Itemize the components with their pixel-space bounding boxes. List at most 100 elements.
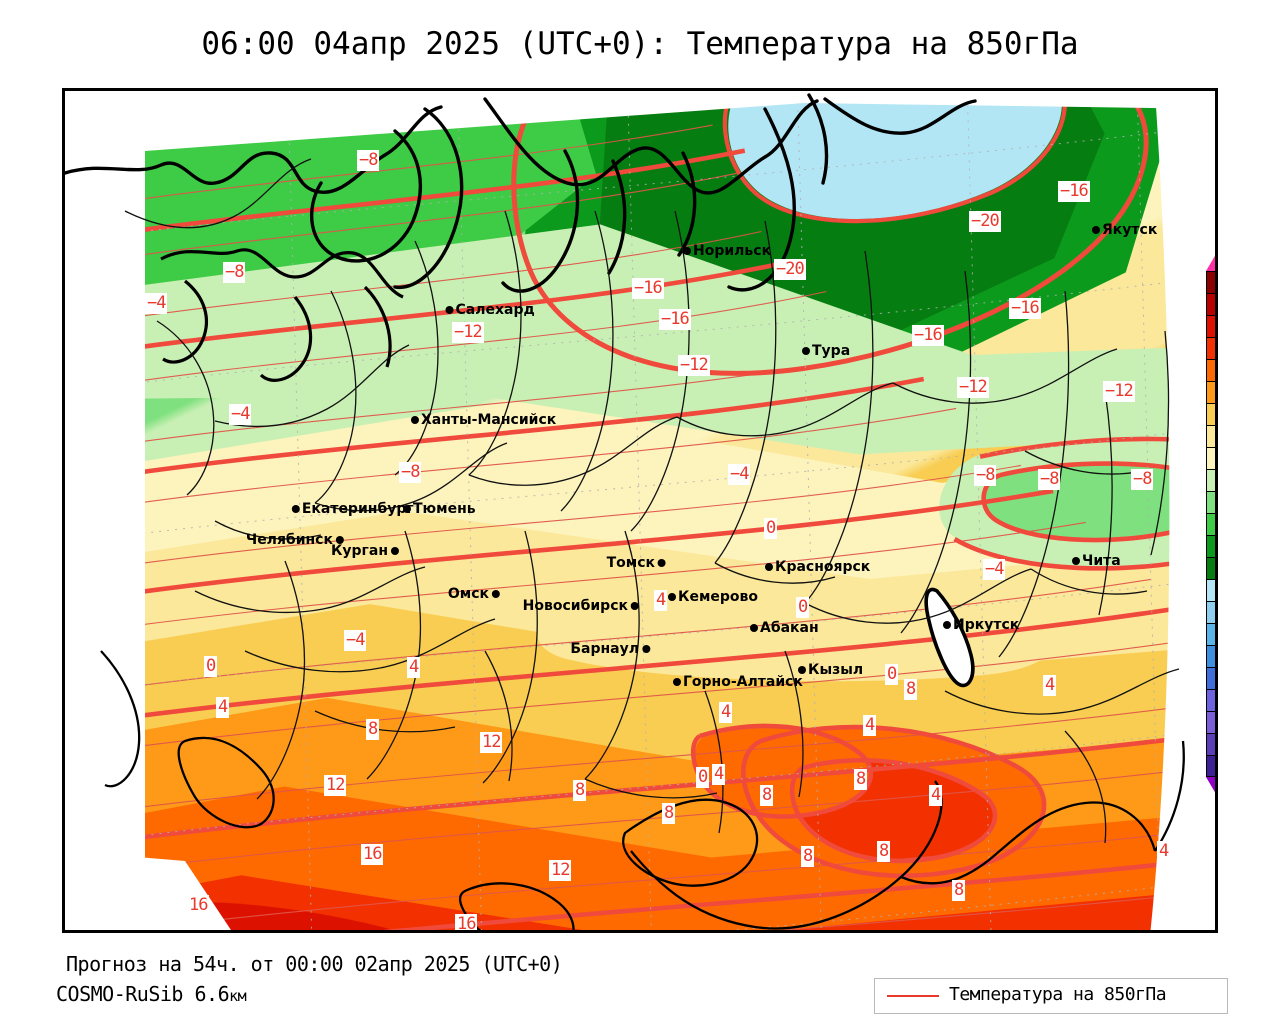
contour-label: 8 <box>952 880 966 901</box>
city-marker: Иркутск <box>943 617 1019 633</box>
colorbar-swatch <box>1206 359 1215 381</box>
contour-label: 4 <box>407 657 421 678</box>
contour-label: 8 <box>854 769 868 790</box>
city-label: Курган <box>330 543 388 559</box>
city-dot-icon <box>631 602 639 610</box>
map-canvas: −8 −16 −20 −8 −20 −16 −12 −16 −16 −16 −4 −12 −12 −12 −… <box>65 91 1215 930</box>
contour-label: −12 <box>678 355 710 376</box>
city-marker: Салехард <box>445 302 535 318</box>
map-frame: −8 −16 −20 −8 −20 −16 −12 −16 −16 −16 −4 −12 −12 −12 −… <box>62 88 1218 933</box>
contour-label: 8 <box>801 846 815 867</box>
city-label: Барнаул <box>570 641 639 657</box>
contour-label: 16 <box>455 914 478 930</box>
contour-label: 4 <box>216 697 230 718</box>
contour-label: 16 <box>361 844 384 865</box>
contour-label: 0 <box>796 597 810 618</box>
city-marker: Кемерово <box>668 589 758 605</box>
city-dot-icon <box>668 593 676 601</box>
contour-label: 4 <box>929 785 943 806</box>
contour-label: 4 <box>1157 841 1171 862</box>
contour-label: −4 <box>229 404 252 425</box>
contour-label: 8 <box>662 803 676 824</box>
colorbar-swatch <box>1206 447 1215 469</box>
colorbar-swatch <box>1206 557 1215 579</box>
city-dot-icon <box>943 621 951 629</box>
city-marker: Кызыл <box>798 662 863 678</box>
contour-label: −12 <box>452 322 484 343</box>
city-marker: Норильск <box>683 243 771 259</box>
city-marker: Курган <box>331 543 399 559</box>
city-label: Новосибирск <box>522 598 628 614</box>
contour-label: −8 <box>357 150 380 171</box>
city-dot-icon <box>802 347 810 355</box>
city-dot-icon <box>750 624 758 632</box>
colorbar-swatch <box>1206 337 1215 359</box>
contour-label: 0 <box>764 518 778 539</box>
city-dot-icon <box>336 536 344 544</box>
city-marker: Челябинск <box>246 532 344 548</box>
city-label: Томск <box>606 555 655 571</box>
colorbar-swatch <box>1206 491 1215 513</box>
contour-label: 4 <box>654 590 668 611</box>
contour-label: 8 <box>760 785 774 806</box>
colorbar-over-arrow <box>1206 249 1215 271</box>
city-marker: Екатеринбург <box>291 501 414 517</box>
city-dot-icon <box>1072 557 1080 565</box>
contour-label: −4 <box>344 630 367 651</box>
model-info: COSMO-RuSib 6.6км <box>56 982 247 1006</box>
model-name: COSMO-RuSib 6.6 <box>56 982 230 1006</box>
city-dot-icon <box>492 590 500 598</box>
colorbar-swatch <box>1206 601 1215 623</box>
colorbar-swatch <box>1206 381 1215 403</box>
contour-label: 12 <box>324 775 347 796</box>
colorbar-swatch <box>1206 293 1215 315</box>
contour-label: 8 <box>904 679 918 700</box>
city-label: Кемерово <box>678 589 758 605</box>
contour-label: −8 <box>1038 469 1061 490</box>
contour-label: −8 <box>974 465 997 486</box>
city-label: Ханты-Мансийск <box>420 412 557 428</box>
contour-label: 8 <box>877 841 891 862</box>
city-marker: Тюмень <box>403 501 476 517</box>
colorbar-swatch <box>1206 623 1215 645</box>
legend-label: Температура на 850гПа <box>949 984 1167 1005</box>
colorbar-swatch <box>1206 689 1215 711</box>
city-dot-icon <box>403 505 411 513</box>
city-dot-icon <box>683 247 691 255</box>
city-label: Якутск <box>1102 222 1158 238</box>
city-marker: Горно-Алтайск <box>673 674 803 690</box>
contour-label: 4 <box>1043 675 1057 696</box>
city-label: Красноярск <box>775 559 871 575</box>
city-label: Тура <box>812 343 851 359</box>
city-marker: Томск <box>607 555 666 571</box>
contour-label: 12 <box>480 732 503 753</box>
contour-label: −20 <box>774 259 806 280</box>
contour-label: 16 <box>187 895 210 916</box>
contour-label: −16 <box>1009 298 1041 319</box>
contour-label: −12 <box>957 377 989 398</box>
colorbar-swatch <box>1206 425 1215 447</box>
contour-label: 12 <box>549 860 572 881</box>
city-label: Горно-Алтайск <box>683 674 803 690</box>
contour-label: −8 <box>399 462 422 483</box>
city-label: Челябинск <box>245 532 333 548</box>
city-dot-icon <box>798 666 806 674</box>
city-label: Екатеринбург <box>301 501 414 517</box>
city-label: Кызыл <box>808 662 864 678</box>
contour-label: 0 <box>885 664 899 685</box>
contour-label: −4 <box>728 464 751 485</box>
contour-label: 8 <box>573 780 587 801</box>
colorbar-under-arrow <box>1206 777 1215 799</box>
model-unit: км <box>229 987 247 1005</box>
contour-label: 4 <box>712 764 726 785</box>
city-label: Салехард <box>455 302 535 318</box>
city-dot-icon <box>658 559 666 567</box>
contour-label: 4 <box>719 702 733 723</box>
colorbar-swatch <box>1206 711 1215 733</box>
contour-label: −16 <box>912 325 944 346</box>
contour-label: −8 <box>1131 469 1154 490</box>
city-dot-icon <box>765 563 773 571</box>
colorbar-swatch <box>1206 271 1215 293</box>
city-dot-icon <box>642 645 650 653</box>
city-label: Омск <box>447 586 489 602</box>
